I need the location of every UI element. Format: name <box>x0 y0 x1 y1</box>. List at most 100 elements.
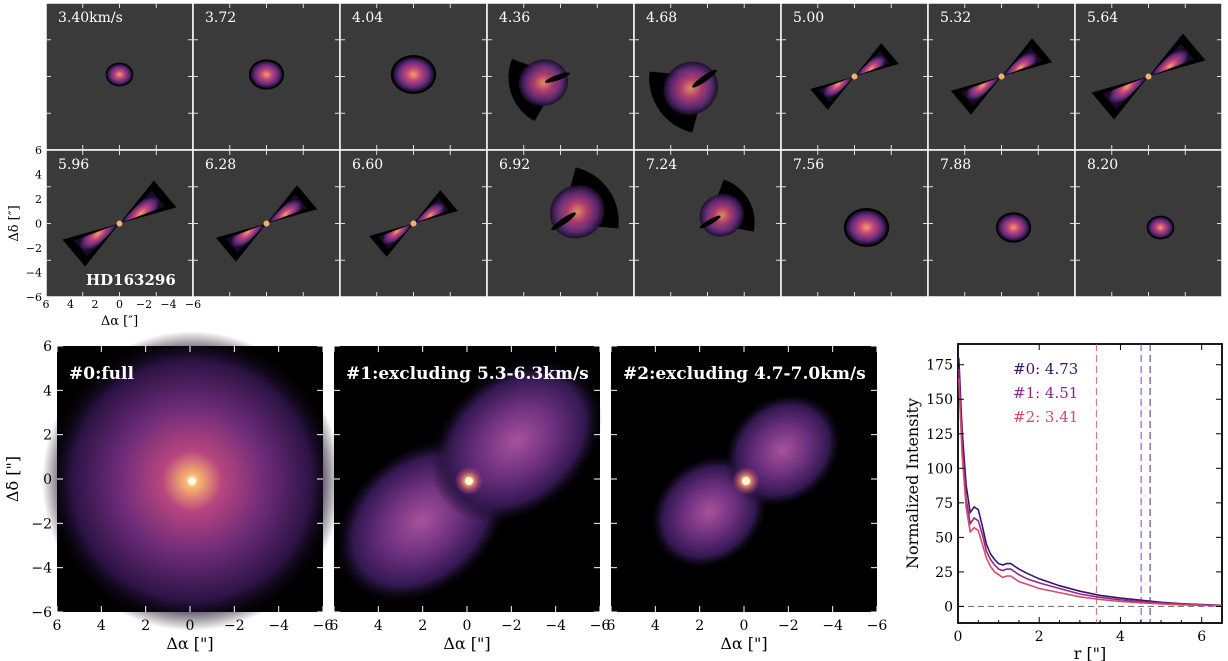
intensity-map-peak <box>465 477 473 485</box>
channel-emission-core <box>410 220 417 227</box>
channel-emission <box>1102 76 1149 110</box>
channel-emission-group <box>215 185 318 262</box>
axis-tick-label: 4 <box>67 298 74 311</box>
axis-tick-label: 0 <box>43 472 52 488</box>
axis-tick-label: 0 <box>463 618 472 634</box>
channel-emission-core <box>263 220 270 227</box>
axis-tick-label: −6 <box>26 291 42 304</box>
axis-tick-label: 2 <box>92 298 99 311</box>
axis-tick-label: 25 <box>935 565 953 581</box>
channel-emission-group <box>549 167 619 239</box>
channel-emission <box>225 223 267 253</box>
channel-emission-group <box>699 179 755 237</box>
channel-emission <box>518 59 569 107</box>
axis-tick-label: 75 <box>935 496 953 512</box>
channel-emission <box>392 57 435 92</box>
channel-velocity-label: 6.28 <box>205 157 236 173</box>
x-axis-label: Δα ["] <box>443 634 490 653</box>
channel-panel: 5.64 <box>1074 2 1223 151</box>
intensity-map-label: #0:full <box>69 364 134 384</box>
channel-panel: 4.04 <box>339 2 488 151</box>
channel-panel: 8.20 <box>1074 149 1223 298</box>
channel-emission-core <box>116 220 123 227</box>
axis-tick-label: −4 <box>822 618 843 634</box>
channel-velocity-label: 7.24 <box>646 157 677 173</box>
channel-emission <box>1001 47 1043 77</box>
channel-emission <box>119 190 166 224</box>
axis-tick-label: 4 <box>651 618 660 634</box>
intensity-map-panel: #0:full 6 4 2 0 −2 −4 −6 Δα ["] <box>42 331 342 653</box>
axis-tick-label: −2 <box>136 298 152 311</box>
legend-entry: #1: 4.51 <box>1013 384 1078 402</box>
axis-tick-label: −6 <box>867 618 888 634</box>
channel-velocity-label: 5.64 <box>1087 10 1118 26</box>
channel-emission-group <box>810 43 899 110</box>
channel-velocity-label: 5.96 <box>58 157 89 173</box>
y-axis-label: Normalized Intensity <box>903 398 922 569</box>
axis-tick-label: 0 <box>186 618 195 634</box>
intensity-map-label: #1:excluding 5.3-6.3km/s <box>346 364 589 384</box>
y-axis-label: Δδ ["] <box>3 456 22 502</box>
axis-tick-label: 6 <box>1197 629 1206 645</box>
channel-emission-gap <box>699 215 721 229</box>
channel-emission-core <box>851 73 858 80</box>
axis-tick-label: 4 <box>374 618 383 634</box>
channel-panel: 7.24 <box>633 149 782 298</box>
axis-tick-label: −4 <box>268 618 289 634</box>
axis-tick-label: −6 <box>185 298 201 311</box>
channel-panel: 4.68 <box>633 2 782 151</box>
legend-entry: #2: 3.41 <box>1013 408 1078 426</box>
intensity-maps: #0:full 6 4 2 0 −2 −4 −6 Δα ["] #1:excluding 5.3-… <box>3 331 888 653</box>
channel-emission <box>413 197 449 224</box>
channel-panel: 5.32 <box>927 2 1076 151</box>
axis-tick-label: 0 <box>944 599 953 615</box>
axis-tick-label: 4 <box>1116 629 1125 645</box>
axis-tick-label: −2 <box>224 618 245 634</box>
intensity-map-label: #2:excluding 4.7-7.0km/s <box>623 364 866 384</box>
x-axis-label: r ["] <box>1074 644 1107 661</box>
axis-tick-label: −6 <box>313 618 334 634</box>
intensity-map-peak <box>188 477 196 485</box>
intensity-map-panel: #1:excluding 5.3-6.3km/s 6 4 2 0 −2 −4 −6 Δα ["] <box>330 345 610 653</box>
channel-velocity-label: 6.60 <box>352 157 383 173</box>
channel-emission-gap <box>544 72 570 83</box>
channel-velocity-label: 5.00 <box>793 10 824 26</box>
axis-tick-label: 6 <box>43 298 50 311</box>
axis-tick-label: −2 <box>26 242 42 255</box>
channel-panel: 3.72 <box>192 2 341 151</box>
channel-emission <box>997 214 1030 241</box>
channel-panel: 5.96 <box>45 149 194 298</box>
axis-tick-label: 150 <box>926 392 953 408</box>
series-line <box>958 357 1223 607</box>
channel-emission <box>378 223 414 250</box>
intensity-map-peak <box>742 477 750 485</box>
axis-tick-label: 4 <box>97 618 106 634</box>
axis-tick-label: 175 <box>926 358 953 374</box>
channel-panel: 5.00 <box>780 2 929 151</box>
axis-tick-label: −2 <box>778 618 799 634</box>
channel-emission-group <box>950 38 1053 115</box>
axis-tick-label: −2 <box>501 618 522 634</box>
channel-panel: 4.36 <box>486 2 635 151</box>
channel-emission <box>106 63 133 86</box>
channel-emission <box>699 193 744 237</box>
axis-tick-label: 6 <box>607 618 616 634</box>
channel-emission <box>1147 216 1174 239</box>
x-axis-label: Δα [″] <box>101 314 138 329</box>
axis-tick-label: −4 <box>26 267 42 280</box>
intensity-map-panel: #2:excluding 4.7-7.0km/s 6 4 2 0 −2 −4 −6 Δα ["] <box>607 345 888 653</box>
channel-velocity-label: 3.72 <box>205 10 236 26</box>
channel-emission-group <box>369 190 458 257</box>
channel-velocity-label: 4.36 <box>499 10 530 26</box>
channel-emission <box>1148 43 1195 77</box>
axis-tick-label: −6 <box>31 605 52 621</box>
channel-emission-group <box>62 180 177 267</box>
legend-entry: #0: 4.73 <box>1013 360 1078 378</box>
channel-velocity-label: 4.68 <box>646 10 677 26</box>
axis-tick-label: 2 <box>43 428 52 444</box>
channel-emission <box>250 61 283 88</box>
axis-tick-label: 0 <box>35 218 42 231</box>
y-axis-label: Δδ [″] <box>7 205 22 241</box>
channel-velocity-label: 5.32 <box>940 10 971 26</box>
